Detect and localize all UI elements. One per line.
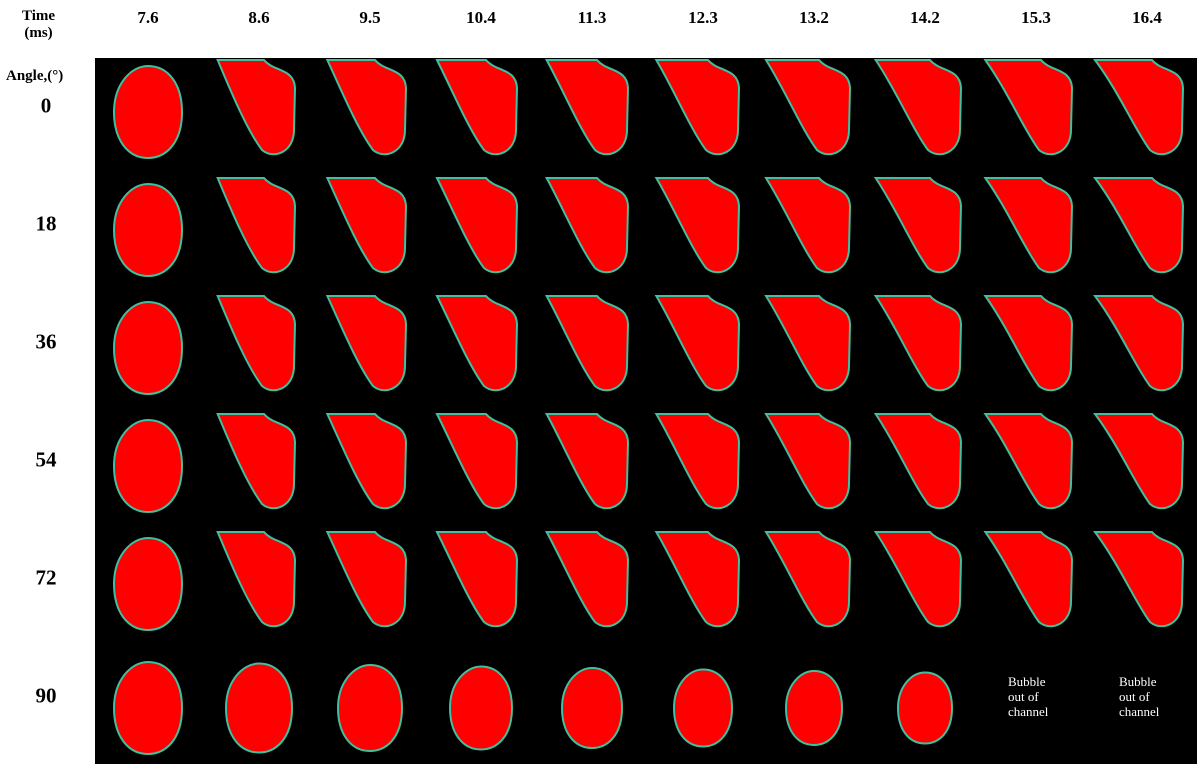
- note: Bubble out of channel: [1119, 674, 1175, 719]
- bubble: [114, 184, 182, 276]
- bubble: [338, 665, 402, 751]
- time-value: 14.2: [910, 8, 940, 28]
- note: Bubble out of channel: [1008, 674, 1064, 719]
- angle-value: 54: [36, 448, 57, 473]
- figure-panel: [0, 0, 1197, 764]
- time-value: 12.3: [688, 8, 718, 28]
- bubble: [114, 662, 182, 754]
- time-value: 8.6: [248, 8, 269, 28]
- angle-value: 18: [36, 212, 57, 237]
- angle-value: 0: [41, 94, 52, 119]
- time-value: 15.3: [1021, 8, 1051, 28]
- time-value: 7.6: [137, 8, 158, 28]
- bubble: [562, 668, 622, 748]
- bubble: [226, 664, 292, 753]
- bubble: [114, 420, 182, 512]
- background: [95, 58, 1197, 764]
- time-value: 9.5: [359, 8, 380, 28]
- bubble: [114, 538, 182, 630]
- time-value: 13.2: [799, 8, 829, 28]
- bubble: [674, 670, 732, 747]
- bubble: [450, 667, 512, 750]
- time-value: 11.3: [578, 8, 607, 28]
- bubble: [114, 302, 182, 394]
- bubble: [786, 671, 842, 745]
- page: Time (ms) Angle,(°) (() => { const data …: [0, 0, 1197, 764]
- angle-value: 72: [36, 566, 57, 591]
- bubble: [898, 673, 952, 744]
- angle-value: 90: [36, 684, 57, 709]
- time-value: 10.4: [466, 8, 496, 28]
- bubble: [114, 66, 182, 158]
- angle-value: 36: [36, 330, 57, 355]
- time-value: 16.4: [1132, 8, 1162, 28]
